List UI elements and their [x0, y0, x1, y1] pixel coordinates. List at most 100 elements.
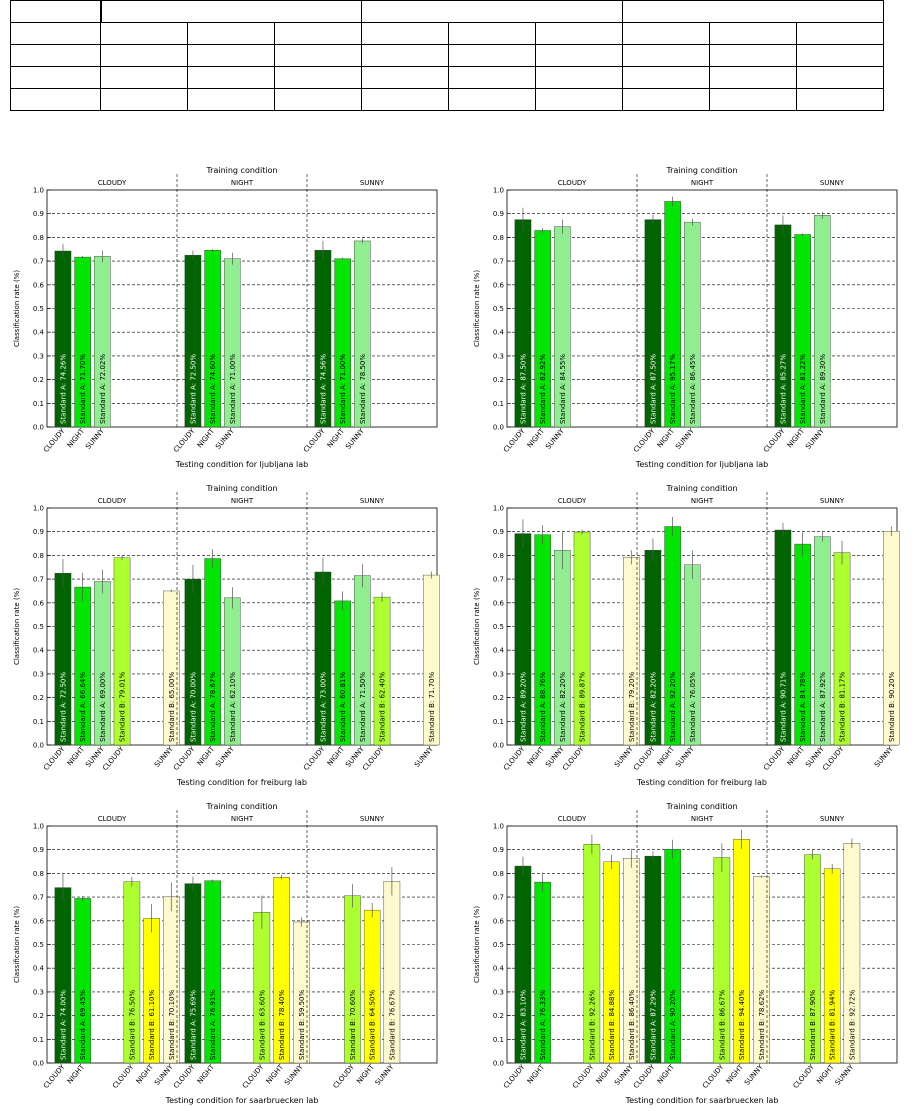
data-label: Standard A: 84.78% [799, 672, 807, 742]
chart-freiburg-left: Training condition 0.0 0.1 0.2 0.3 0.4 0.5 0.6 0… [5, 480, 450, 792]
table-cell [448, 44, 536, 67]
x-tick-label: SUNNY [613, 1063, 635, 1087]
x-tick-label: NIGHT [656, 1063, 677, 1086]
data-label: Standard B: 76.50% [128, 990, 136, 1060]
y-tick-label: 1.0 [33, 187, 44, 195]
table-cell [709, 22, 797, 45]
y-tick-label: 0.6 [493, 917, 505, 925]
x-tick-label: SUNNY [873, 745, 895, 769]
data-label: Standard A: 71.70% [79, 354, 87, 424]
y-tick-label: 0.5 [493, 305, 504, 313]
data-label: Standard B: 78.40% [278, 990, 286, 1060]
y-tick-label: 1.0 [33, 505, 44, 513]
y-tick-label: 0.2 [33, 694, 44, 702]
y-tick-label: 0.5 [33, 941, 44, 949]
y-axis-label: Classification rate (%) [13, 588, 21, 665]
table-cell [622, 66, 710, 89]
data-label: Standard A: 87.50% [649, 354, 657, 424]
data-label: Standard A: 78.50% [359, 354, 367, 424]
data-label: Standard B: 70.10% [168, 990, 176, 1060]
x-tick-label: NIGHT [196, 1063, 217, 1086]
data-label: Standard A: 81.22% [799, 354, 807, 424]
chart-title: Training condition [205, 802, 277, 811]
x-tick-label: SUNNY [214, 427, 236, 451]
y-tick-label: 0.0 [33, 1060, 44, 1068]
y-tick-label: 0.4 [493, 329, 505, 337]
data-label: Standard A: 82.20% [559, 672, 567, 742]
data-label: Standard A: 90.20% [669, 990, 677, 1060]
x-tick-label: CLOUDY [42, 427, 67, 454]
y-tick-label: 0.1 [493, 718, 504, 726]
x-axis-label: Testing condition for freiburg lab [636, 778, 767, 787]
table-cell [796, 44, 884, 67]
data-label: Standard B: 92.26% [588, 990, 596, 1060]
y-tick-label: 0.9 [493, 528, 504, 536]
y-tick-label: 0.3 [493, 988, 504, 996]
data-label: Standard A: 76.33% [539, 990, 547, 1060]
group-label: SUNNY [820, 179, 845, 187]
x-tick-label: CLOUDY [332, 1063, 357, 1090]
data-label: Standard A: 90.71% [779, 672, 787, 742]
table-cell [622, 88, 710, 111]
x-tick-label: SUNNY [674, 427, 696, 451]
x-tick-label: SUNNY [674, 745, 696, 769]
y-tick-label: 0.0 [33, 742, 44, 750]
group-label: SUNNY [360, 497, 385, 505]
chart-title: Training condition [665, 166, 737, 175]
y-tick-label: 0.8 [493, 234, 504, 242]
table-cell [10, 44, 101, 67]
table-row [10, 0, 884, 23]
group-label: SUNNY [820, 497, 845, 505]
x-axis-label: Testing condition for ljubljana lab [175, 460, 308, 469]
x-axis-label: Testing condition for freiburg lab [176, 778, 307, 787]
y-axis-label: Classification rate (%) [473, 270, 481, 347]
y-tick-label: 0.1 [33, 718, 44, 726]
data-label: Standard B: 86.40% [628, 990, 636, 1060]
data-label: Standard A: 89.30% [819, 354, 827, 424]
group-label: NIGHT [691, 179, 714, 187]
data-label: Standard B: 65.00% [168, 672, 176, 742]
chart-title: Training condition [665, 484, 737, 493]
data-label: Standard B: 92.72% [848, 990, 856, 1060]
x-tick-label: CLOUDY [302, 427, 327, 454]
x-tick-label: CLOUDY [502, 745, 527, 772]
y-tick-label: 0.5 [493, 941, 504, 949]
data-label: Standard B: 63.60% [258, 990, 266, 1060]
data-label: Standard B: 78.62% [758, 990, 766, 1060]
y-tick-label: 0.9 [33, 528, 44, 536]
group-label: NIGHT [691, 497, 714, 505]
y-tick-label: 0.8 [493, 870, 504, 878]
data-label: Standard A: 95.17% [669, 354, 677, 424]
y-tick-label: 0.3 [493, 352, 504, 360]
x-tick-label: CLOUDY [571, 1063, 596, 1090]
table-cell [622, 44, 710, 67]
data-label: Standard A: 72.50% [189, 354, 197, 424]
y-tick-label: 0.4 [33, 647, 45, 655]
x-axis-label: Testing condition for saarbruecken lab [165, 1096, 319, 1105]
data-label: Standard A: 87.29% [649, 990, 657, 1060]
data-label: Standard B: 84.88% [608, 990, 616, 1060]
chart-title: Training condition [205, 166, 277, 175]
data-label: Standard A: 74.00% [59, 990, 67, 1060]
table-cell [10, 66, 101, 89]
data-label: Standard A: 73.00% [319, 672, 327, 742]
y-tick-label: 0.0 [493, 424, 504, 432]
x-tick-label: CLOUDY [172, 427, 197, 454]
table-cell [796, 22, 884, 45]
group-label: SUNNY [360, 179, 385, 187]
y-tick-label: 0.8 [33, 552, 44, 560]
data-label: Standard A: 85.27% [779, 354, 787, 424]
x-tick-label: CLOUDY [42, 1063, 67, 1090]
x-tick-label: CLOUDY [42, 745, 67, 772]
x-tick-label: CLOUDY [701, 1063, 726, 1090]
group-label: SUNNY [360, 815, 385, 823]
table-cell [796, 88, 884, 111]
chart-title: Training condition [205, 484, 277, 493]
x-tick-label: CLOUDY [821, 745, 846, 772]
y-tick-label: 0.6 [33, 917, 45, 925]
data-label: Standard A: 76.05% [689, 672, 697, 742]
data-label: Standard A: 72.50% [59, 672, 67, 742]
data-label: Standard B: 79.20% [628, 672, 636, 742]
group-label: CLOUDY [558, 497, 587, 505]
y-tick-label: 0.0 [33, 424, 44, 432]
